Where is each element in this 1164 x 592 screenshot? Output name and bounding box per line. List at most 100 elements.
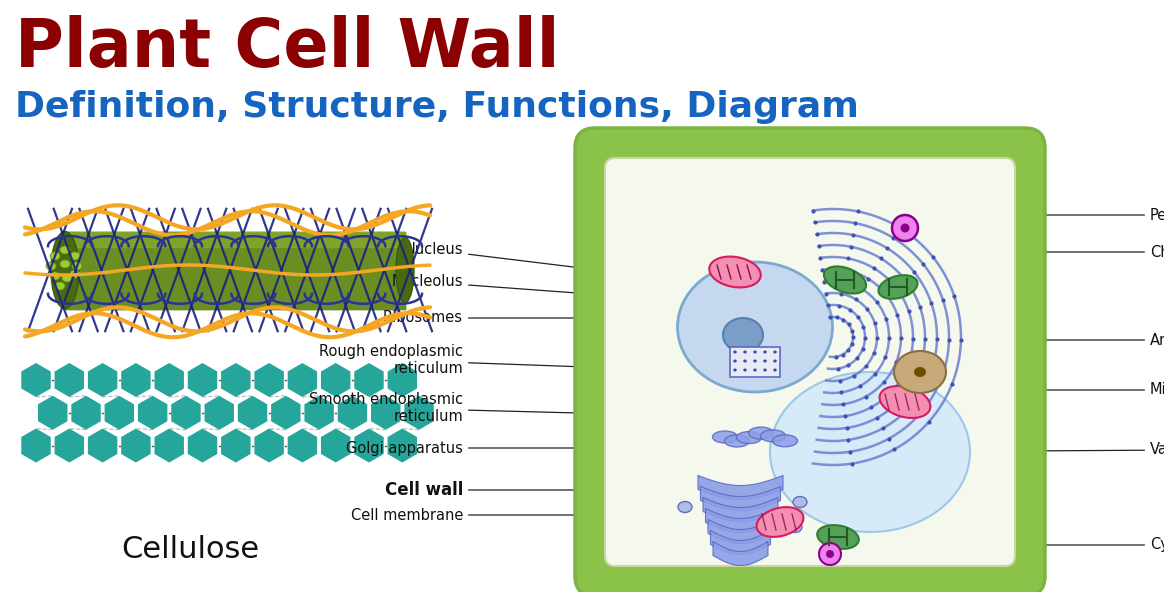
Polygon shape bbox=[354, 363, 384, 397]
Ellipse shape bbox=[396, 237, 414, 303]
Text: Rough endoplasmic
reticulum: Rough endoplasmic reticulum bbox=[319, 344, 667, 376]
Ellipse shape bbox=[677, 262, 832, 392]
Ellipse shape bbox=[753, 350, 757, 353]
Polygon shape bbox=[255, 363, 284, 397]
FancyBboxPatch shape bbox=[605, 158, 1015, 566]
Polygon shape bbox=[155, 429, 184, 462]
Ellipse shape bbox=[733, 359, 737, 362]
Ellipse shape bbox=[793, 497, 807, 507]
Polygon shape bbox=[221, 363, 250, 397]
Polygon shape bbox=[404, 396, 434, 430]
Ellipse shape bbox=[737, 432, 761, 443]
Ellipse shape bbox=[880, 386, 930, 418]
Ellipse shape bbox=[62, 274, 72, 282]
Polygon shape bbox=[155, 363, 184, 397]
Text: Ribosomes: Ribosomes bbox=[383, 310, 658, 326]
Polygon shape bbox=[305, 396, 334, 430]
Text: Peroxisome: Peroxisome bbox=[853, 208, 1164, 223]
Text: Mitochondrion: Mitochondrion bbox=[860, 382, 1164, 397]
Text: Plant Cell Wall: Plant Cell Wall bbox=[15, 15, 560, 81]
Ellipse shape bbox=[901, 224, 909, 233]
Ellipse shape bbox=[892, 215, 918, 241]
Ellipse shape bbox=[723, 318, 762, 352]
Ellipse shape bbox=[709, 256, 761, 288]
Ellipse shape bbox=[773, 350, 776, 353]
Ellipse shape bbox=[51, 231, 79, 308]
Polygon shape bbox=[71, 396, 101, 430]
Ellipse shape bbox=[677, 501, 693, 513]
Ellipse shape bbox=[712, 431, 738, 443]
Ellipse shape bbox=[70, 252, 80, 260]
Bar bbox=[65, 231, 405, 308]
Polygon shape bbox=[237, 396, 268, 430]
Text: Nucleus: Nucleus bbox=[405, 243, 677, 279]
Ellipse shape bbox=[753, 359, 757, 362]
Text: Golgi apparatus: Golgi apparatus bbox=[346, 440, 662, 455]
Text: Smooth endoplasmic
reticulum: Smooth endoplasmic reticulum bbox=[308, 392, 652, 424]
Text: Cell wall: Cell wall bbox=[384, 481, 608, 499]
Text: Nucleolus: Nucleolus bbox=[391, 275, 669, 300]
Polygon shape bbox=[21, 363, 51, 397]
Polygon shape bbox=[187, 363, 218, 397]
Ellipse shape bbox=[744, 359, 747, 362]
Ellipse shape bbox=[70, 270, 80, 278]
Ellipse shape bbox=[764, 359, 767, 362]
Ellipse shape bbox=[879, 275, 917, 299]
FancyBboxPatch shape bbox=[575, 128, 1045, 592]
Ellipse shape bbox=[50, 272, 61, 280]
Polygon shape bbox=[321, 429, 350, 462]
Bar bbox=[65, 231, 405, 308]
Polygon shape bbox=[205, 396, 234, 430]
Ellipse shape bbox=[914, 367, 927, 377]
Ellipse shape bbox=[819, 543, 842, 565]
Polygon shape bbox=[137, 396, 168, 430]
Ellipse shape bbox=[744, 350, 747, 353]
Text: Cytoskeleton: Cytoskeleton bbox=[873, 538, 1164, 552]
Ellipse shape bbox=[55, 282, 65, 290]
Polygon shape bbox=[221, 429, 250, 462]
Polygon shape bbox=[87, 363, 118, 397]
Polygon shape bbox=[38, 396, 68, 430]
Ellipse shape bbox=[894, 351, 946, 393]
Bar bbox=[730, 347, 780, 377]
Polygon shape bbox=[121, 429, 150, 462]
Polygon shape bbox=[371, 396, 400, 430]
Ellipse shape bbox=[733, 368, 737, 372]
Polygon shape bbox=[338, 396, 367, 430]
Ellipse shape bbox=[757, 507, 803, 537]
Text: Definition, Structure, Functions, Diagram: Definition, Structure, Functions, Diagra… bbox=[15, 90, 859, 124]
Text: Cellulose: Cellulose bbox=[121, 536, 260, 565]
Ellipse shape bbox=[733, 350, 737, 353]
Polygon shape bbox=[388, 363, 417, 397]
Text: Vacuole: Vacuole bbox=[865, 442, 1164, 458]
Ellipse shape bbox=[824, 266, 866, 294]
Ellipse shape bbox=[773, 435, 797, 447]
Ellipse shape bbox=[760, 430, 786, 442]
Ellipse shape bbox=[764, 350, 767, 353]
Polygon shape bbox=[87, 429, 118, 462]
Polygon shape bbox=[288, 363, 317, 397]
Ellipse shape bbox=[773, 359, 776, 362]
Polygon shape bbox=[105, 396, 134, 430]
Polygon shape bbox=[288, 429, 317, 462]
Ellipse shape bbox=[788, 522, 802, 532]
Ellipse shape bbox=[744, 368, 747, 372]
Ellipse shape bbox=[50, 252, 61, 260]
Polygon shape bbox=[55, 429, 84, 462]
Ellipse shape bbox=[764, 368, 767, 372]
Ellipse shape bbox=[753, 368, 757, 372]
Polygon shape bbox=[321, 363, 350, 397]
Text: Chloroplast: Chloroplast bbox=[858, 244, 1164, 259]
Polygon shape bbox=[354, 429, 384, 462]
Ellipse shape bbox=[817, 525, 859, 549]
Polygon shape bbox=[55, 363, 84, 397]
Text: Amyloplast: Amyloplast bbox=[863, 333, 1164, 348]
Polygon shape bbox=[271, 396, 300, 430]
Polygon shape bbox=[21, 429, 51, 462]
Bar bbox=[65, 231, 405, 247]
Ellipse shape bbox=[61, 246, 70, 254]
Ellipse shape bbox=[61, 260, 70, 268]
Text: Cell membrane: Cell membrane bbox=[350, 507, 616, 523]
Polygon shape bbox=[121, 363, 150, 397]
Polygon shape bbox=[171, 396, 200, 430]
